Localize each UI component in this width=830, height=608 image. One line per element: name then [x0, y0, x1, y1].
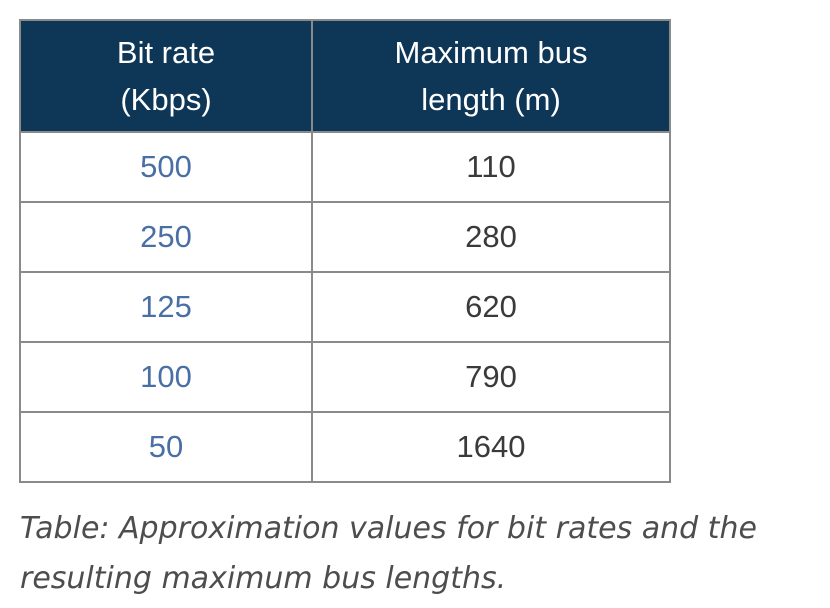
- table-row: 250 280: [19, 201, 671, 273]
- cell-bit-rate: 125: [19, 271, 313, 343]
- table-header: Bit rate (Kbps) Maximum bus length (m): [19, 19, 671, 133]
- table-row: 50 1640: [19, 411, 671, 483]
- header-max-bus-length: Maximum bus length (m): [311, 19, 671, 133]
- table-row: 500 110: [19, 131, 671, 203]
- cell-bit-rate: 100: [19, 341, 313, 413]
- cell-max-length: 110: [311, 131, 671, 203]
- caption-line2: resulting maximum bus lengths.: [20, 561, 507, 596]
- header-row: Bit rate (Kbps) Maximum bus length (m): [19, 19, 671, 133]
- header-bit-rate: Bit rate (Kbps): [19, 19, 313, 133]
- cell-bit-rate: 250: [19, 201, 313, 273]
- table-body: 500 110 250 280 125 620 100 790 50 1640: [19, 131, 671, 483]
- caption-line1: Table: Approximation values for bit rate…: [20, 511, 757, 546]
- header-bit-rate-line1: Bit rate: [116, 35, 216, 70]
- cell-max-length: 790: [311, 341, 671, 413]
- cell-bit-rate: 50: [19, 411, 313, 483]
- cell-max-length: 620: [311, 271, 671, 343]
- header-bit-rate-line2: (Kbps): [120, 82, 212, 117]
- data-table-container: Bit rate (Kbps) Maximum bus length (m) 5…: [19, 19, 671, 483]
- header-max-bus-length-line1: Maximum bus: [394, 35, 588, 70]
- cell-max-length: 280: [311, 201, 671, 273]
- cell-max-length: 1640: [311, 411, 671, 483]
- table-caption: Table: Approximation values for bit rate…: [20, 504, 820, 604]
- bit-rate-table: Bit rate (Kbps) Maximum bus length (m) 5…: [19, 19, 671, 483]
- table-row: 125 620: [19, 271, 671, 343]
- cell-bit-rate: 500: [19, 131, 313, 203]
- table-row: 100 790: [19, 341, 671, 413]
- header-max-bus-length-line2: length (m): [421, 82, 561, 117]
